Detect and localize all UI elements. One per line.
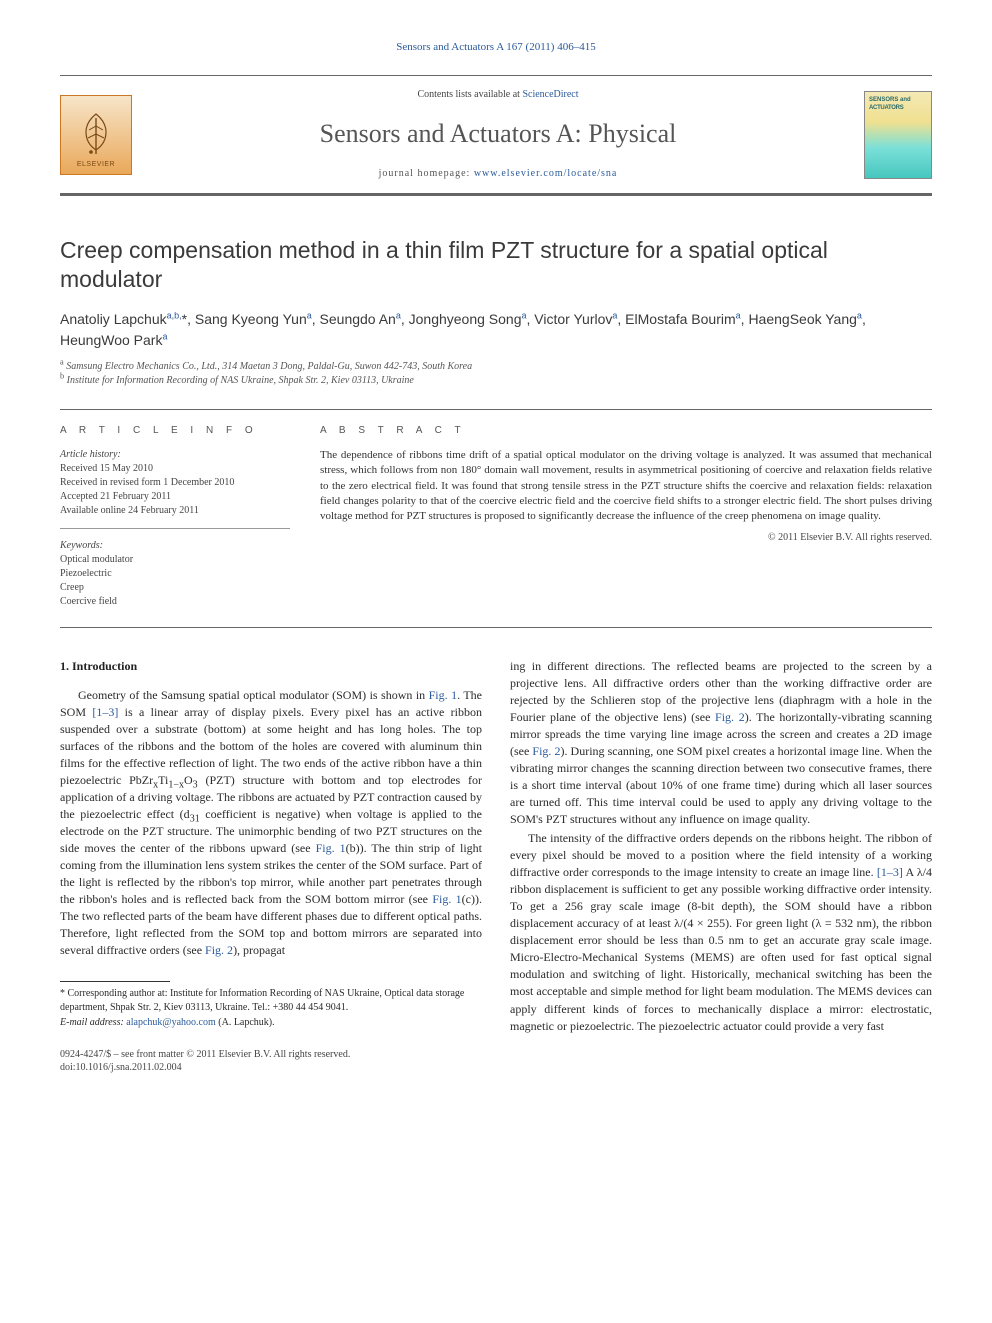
- elsevier-tree-icon: [76, 110, 116, 156]
- footnotes: * Corresponding author at: Institute for…: [60, 987, 482, 1030]
- keyword-0: Optical modulator: [60, 553, 290, 567]
- author-list: Anatoliy Lapchuka,b,*, Sang Kyeong Yuna,…: [60, 309, 932, 350]
- abstract-heading: A B S T R A C T: [320, 424, 932, 438]
- header-center: Contents lists available at ScienceDirec…: [150, 88, 846, 180]
- publisher-logo: ELSEVIER: [60, 95, 132, 175]
- abstract-copyright: © 2011 Elsevier B.V. All rights reserved…: [320, 531, 932, 545]
- history-label: Article history:: [60, 448, 290, 462]
- keywords-label: Keywords:: [60, 539, 290, 553]
- article-title: Creep compensation method in a thin film…: [60, 236, 932, 294]
- keyword-2: Creep: [60, 581, 290, 595]
- issn-line: 0924-4247/$ – see front matter © 2011 El…: [60, 1048, 482, 1062]
- running-citation: Sensors and Actuators A 167 (2011) 406–4…: [60, 40, 932, 55]
- email-who: (A. Lapchuk).: [218, 1017, 274, 1028]
- history-received: Received 15 May 2010: [60, 462, 290, 476]
- email-line: E-mail address: alapchuk@yahoo.com (A. L…: [60, 1016, 482, 1030]
- journal-header: ELSEVIER Contents lists available at Sci…: [60, 75, 932, 195]
- footer-meta: 0924-4247/$ – see front matter © 2011 El…: [60, 1048, 482, 1075]
- article-info: A R T I C L E I N F O Article history: R…: [60, 424, 290, 609]
- abstract: A B S T R A C T The dependence of ribbon…: [320, 424, 932, 609]
- cover-line2: ACTUATORS: [869, 104, 903, 112]
- journal-cover-thumbnail: SENSORS and ACTUATORS: [864, 91, 932, 179]
- corresponding-email-link[interactable]: alapchuk@yahoo.com: [126, 1017, 215, 1028]
- article-info-heading: A R T I C L E I N F O: [60, 424, 290, 438]
- sciencedirect-link[interactable]: ScienceDirect: [522, 89, 578, 100]
- doi-line: doi:10.1016/j.sna.2011.02.004: [60, 1061, 482, 1075]
- keyword-3: Coercive field: [60, 595, 290, 609]
- contents-list-line: Contents lists available at ScienceDirec…: [150, 88, 846, 102]
- email-label: E-mail address:: [60, 1017, 124, 1028]
- history-online: Available online 24 February 2011: [60, 504, 290, 518]
- publisher-name: ELSEVIER: [77, 160, 115, 170]
- abstract-text: The dependence of ribbons time drift of …: [320, 448, 932, 525]
- history-revised: Received in revised form 1 December 2010: [60, 476, 290, 490]
- corresponding-author-note: * Corresponding author at: Institute for…: [60, 987, 482, 1014]
- cover-line1: SENSORS and: [869, 96, 911, 104]
- info-abstract-block: A R T I C L E I N F O Article history: R…: [60, 409, 932, 628]
- homepage-prefix: journal homepage:: [379, 168, 474, 179]
- section1-para2: The intensity of the diffractive orders …: [510, 830, 932, 1034]
- column-left: 1. Introduction Geometry of the Samsung …: [60, 658, 482, 1075]
- contents-prefix: Contents lists available at: [417, 89, 522, 100]
- keyword-1: Piezoelectric: [60, 567, 290, 581]
- affiliations: a Samsung Electro Mechanics Co., Ltd., 3…: [60, 360, 932, 389]
- section1-para1: Geometry of the Samsung spatial optical …: [60, 687, 482, 960]
- history-accepted: Accepted 21 February 2011: [60, 490, 290, 504]
- section1-para1b: ing in different directions. The reflect…: [510, 658, 932, 828]
- body-columns: 1. Introduction Geometry of the Samsung …: [60, 658, 932, 1075]
- homepage-line: journal homepage: www.elsevier.com/locat…: [150, 167, 846, 181]
- column-right: ing in different directions. The reflect…: [510, 658, 932, 1075]
- affiliation-b: b Institute for Information Recording of…: [60, 374, 932, 389]
- homepage-link[interactable]: www.elsevier.com/locate/sna: [474, 168, 618, 179]
- footnote-rule: [60, 981, 170, 982]
- section-1-heading: 1. Introduction: [60, 658, 482, 675]
- journal-name: Sensors and Actuators A: Physical: [150, 116, 846, 152]
- info-divider: [60, 528, 290, 529]
- affiliation-a: a Samsung Electro Mechanics Co., Ltd., 3…: [60, 360, 932, 375]
